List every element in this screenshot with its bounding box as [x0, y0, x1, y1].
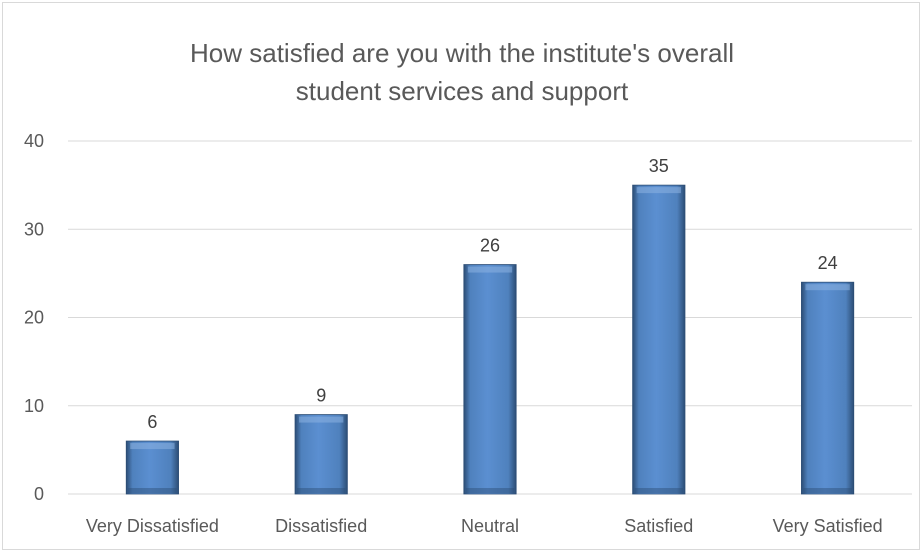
- y-tick-label: 10: [24, 396, 44, 416]
- bar-body: [801, 281, 855, 495]
- bar-body: [632, 184, 686, 495]
- y-tick-label: 0: [34, 484, 44, 504]
- bar: [463, 264, 517, 495]
- x-tick-label: Very Satisfied: [773, 516, 883, 536]
- bar-bevel-bottom: [803, 488, 852, 493]
- y-tick-label: 30: [24, 219, 44, 239]
- data-labels: 6 9 26 35 24: [147, 156, 837, 432]
- bar-bevel-bottom: [128, 488, 177, 493]
- chart-title: How satisfied are you with the institute…: [0, 34, 924, 110]
- bar-body: [125, 440, 179, 495]
- bar: [632, 184, 686, 495]
- bar-bevel-top: [805, 284, 850, 291]
- bar-bevel-top: [299, 416, 344, 423]
- bar-body: [463, 264, 517, 495]
- chart-title-line-2: student services and support: [295, 76, 629, 106]
- y-axis-tick-labels: 0 10 20 30 40: [24, 131, 44, 504]
- data-label: 9: [316, 386, 326, 406]
- bar: [801, 281, 855, 495]
- bar-body: [294, 414, 348, 495]
- bar: [125, 440, 179, 495]
- bar-bevel-bottom: [297, 488, 346, 493]
- x-axis-tick-labels: Very Dissatisfied Dissatisfied Neutral Sati…: [86, 516, 883, 536]
- bars: [125, 184, 855, 495]
- bar-bevel-bottom: [634, 488, 683, 493]
- bar: [294, 414, 348, 495]
- y-tick-label: 20: [24, 308, 44, 328]
- bar-bevel-top: [130, 443, 175, 450]
- x-tick-label: Very Dissatisfied: [86, 516, 219, 536]
- data-label: 26: [480, 236, 500, 256]
- x-tick-label: Satisfied: [624, 516, 693, 536]
- bar-bevel-top: [467, 266, 513, 273]
- bar-bevel-bottom: [465, 488, 515, 493]
- x-tick-label: Dissatisfied: [275, 516, 367, 536]
- data-label: 24: [818, 253, 838, 273]
- x-tick-label: Neutral: [461, 516, 519, 536]
- bar-bevel-top: [636, 187, 681, 194]
- y-tick-label: 40: [24, 131, 44, 151]
- data-label: 6: [147, 412, 157, 432]
- chart-title-line-1: How satisfied are you with the institute…: [190, 38, 734, 68]
- data-label: 35: [649, 156, 669, 176]
